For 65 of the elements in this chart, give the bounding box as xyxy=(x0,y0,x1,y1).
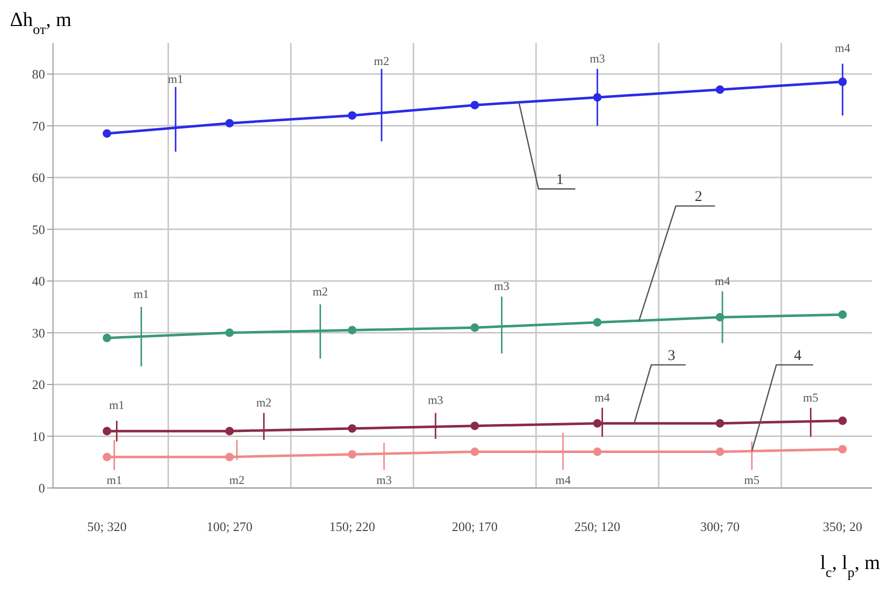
annotation: m1 xyxy=(168,72,184,86)
annotation: m2 xyxy=(256,396,272,410)
point xyxy=(225,426,234,436)
point xyxy=(348,111,356,120)
annotation: m1 xyxy=(109,398,124,412)
text: 1 xyxy=(556,172,564,188)
point xyxy=(593,419,602,428)
annotation: m4 xyxy=(594,390,610,404)
point xyxy=(838,444,847,454)
point xyxy=(102,452,112,462)
point xyxy=(225,118,234,128)
y-tick-label: 10 xyxy=(32,428,45,444)
point xyxy=(470,100,480,110)
point xyxy=(593,318,602,327)
y-tick-label: 40 xyxy=(32,274,45,289)
annotation: m3 xyxy=(376,473,392,488)
y-tick-label: 50 xyxy=(32,222,45,237)
y-tick-label: 80 xyxy=(32,66,45,82)
point xyxy=(470,422,480,430)
x-tick-label: 250; 120 xyxy=(574,519,620,534)
annotation: m4 xyxy=(834,41,850,56)
point xyxy=(470,323,480,332)
annotation: m4 xyxy=(555,473,571,488)
annotation: m1 xyxy=(106,473,122,488)
point xyxy=(348,326,356,334)
annotation: m3 xyxy=(428,393,444,408)
point xyxy=(593,448,602,456)
x-tick-label: 100; 270 xyxy=(206,519,252,534)
y-tick-label: 0 xyxy=(38,480,45,496)
y-axis-title: Δh$_{от}$, m xyxy=(10,9,72,38)
annotation: m2 xyxy=(374,54,390,68)
point xyxy=(102,129,112,138)
point xyxy=(102,334,112,342)
annotation: m4 xyxy=(714,274,730,288)
annotation: m3 xyxy=(494,279,510,294)
y-tick-label: 20 xyxy=(32,377,45,392)
point xyxy=(716,419,724,428)
point xyxy=(716,85,724,94)
text: 2 xyxy=(694,188,702,205)
annotation: m5 xyxy=(803,390,818,404)
annotation: m3 xyxy=(590,52,606,66)
text: 4 xyxy=(794,348,802,364)
annotation: m1 xyxy=(134,286,149,301)
point xyxy=(348,424,356,433)
point xyxy=(225,328,234,338)
annotation: m2 xyxy=(312,284,328,298)
point xyxy=(348,450,356,459)
x-tick-label: 150; 220 xyxy=(329,519,376,534)
annotation: m2 xyxy=(229,473,245,488)
point xyxy=(838,416,847,425)
x-tick-label: 200; 170 xyxy=(452,519,498,534)
point xyxy=(716,448,724,456)
point xyxy=(470,448,480,456)
point xyxy=(102,426,112,436)
x-axis-title: l$_{с}$, l$_{р}$, m xyxy=(820,552,880,580)
y-tick-label: 30 xyxy=(32,325,45,340)
x-tick-label: 300; 70 xyxy=(700,519,740,534)
point xyxy=(225,452,234,462)
x-tick-label: 350; 20 xyxy=(822,519,862,534)
y-tick-label: 70 xyxy=(32,118,45,134)
text: 3 xyxy=(668,348,676,364)
annotation: m5 xyxy=(744,473,760,488)
x-tick-label: 50; 320 xyxy=(87,519,127,534)
point xyxy=(838,310,847,319)
y-tick-label: 60 xyxy=(32,170,45,186)
